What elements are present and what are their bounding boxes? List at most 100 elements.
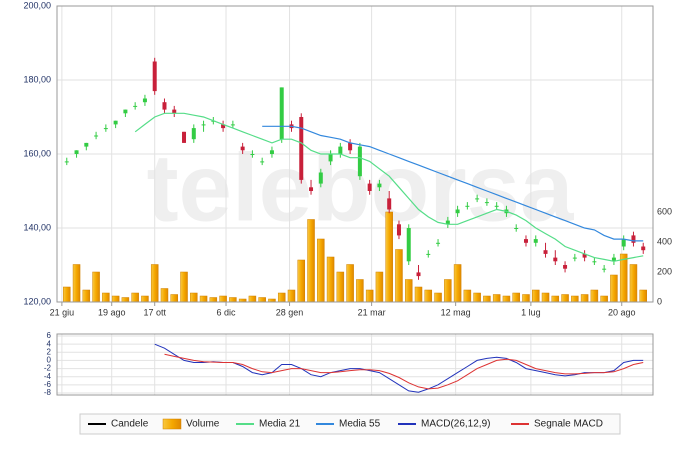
volume-bar (512, 292, 520, 303)
x-tick-label: 21 giu (50, 307, 75, 317)
y-tick-label: -6 (44, 380, 52, 389)
candle-body (152, 61, 157, 92)
candle-body (611, 257, 616, 262)
volume-bar (580, 294, 589, 303)
legend-box (79, 413, 621, 435)
candle-body (328, 154, 333, 162)
volume-bar (63, 286, 71, 303)
volume-bar (219, 295, 227, 303)
line (134, 112, 644, 262)
x-tick-label: 1 lug (521, 307, 541, 317)
volume-bar (141, 295, 149, 303)
volume-bar (639, 289, 647, 303)
volume-bar (590, 289, 599, 303)
volume-bar (307, 219, 315, 303)
legend: Candele Volume Media 21 Media 55 MACD(26,12,… (88, 419, 603, 430)
y-tick-label: 140,00 (23, 222, 51, 232)
y-tick-label: 200,00 (23, 0, 51, 10)
y2-tick-label: 200 (657, 266, 672, 276)
candle-body (191, 128, 196, 140)
volume-bar (317, 238, 325, 303)
x-tick-label: 17 ott (143, 307, 166, 317)
candle-body (182, 131, 187, 143)
candle-body (269, 150, 274, 154)
volume-bar (600, 295, 608, 303)
volume-bar (102, 292, 110, 303)
candle-body (74, 150, 79, 154)
candle-body (465, 205, 470, 207)
volume-bar (160, 288, 169, 303)
y-tick-label: -8 (44, 388, 52, 397)
plot-frame (56, 5, 654, 303)
candle-body (348, 142, 353, 151)
volume-bar (473, 292, 481, 303)
volume-bar (356, 279, 364, 303)
x-tick-label: 20 ago (608, 307, 636, 317)
candle-body (94, 135, 99, 137)
candle-body (533, 239, 538, 243)
candle-body (377, 183, 382, 188)
volume-bar (551, 295, 560, 303)
volume-bar (248, 295, 257, 303)
candle-body (201, 124, 206, 126)
legend-label: Media 21 (259, 419, 301, 430)
candle-body (221, 124, 226, 129)
volume-bar (209, 297, 218, 303)
legend-swatch (162, 418, 182, 430)
candle-body (338, 146, 343, 154)
y-tick-label: 0 (47, 356, 52, 365)
y-tick-label: 120,00 (23, 296, 51, 306)
volume-bar (170, 294, 178, 303)
y-tick-label: 2 (47, 347, 52, 356)
volume-bar (72, 264, 81, 303)
volume-bar (434, 292, 442, 303)
volume-bar (444, 279, 452, 303)
volume-bar (199, 295, 208, 303)
volume-bar (150, 264, 159, 303)
candle-body (240, 146, 245, 151)
candle-body (406, 228, 411, 262)
volume-bar (297, 259, 306, 303)
volume-bar (571, 295, 579, 303)
volume-bar (385, 211, 393, 303)
legend-label: Volume (186, 419, 220, 430)
plot-frame (56, 333, 654, 396)
candle-body (455, 209, 460, 214)
candle-body (494, 205, 499, 207)
volume-bar (346, 264, 354, 303)
candle-body (553, 257, 558, 262)
candle-body (445, 220, 450, 225)
candle-body (621, 239, 626, 247)
volume-bar (277, 292, 286, 303)
y2-tick-label: 400 (657, 236, 672, 246)
candle-body (572, 257, 577, 259)
volume-bar (336, 271, 345, 303)
candle-body (582, 253, 587, 258)
y-tick-label: -4 (44, 372, 52, 381)
candle-body (142, 98, 147, 103)
volume-bar (375, 271, 384, 303)
legend-label: MACD(26,12,9) (421, 419, 490, 430)
x-tick-label: 21 mar (358, 307, 386, 317)
volume-bar (492, 294, 501, 303)
candle-body (436, 242, 441, 244)
candle-body (64, 161, 69, 163)
y-tick-label: 4 (47, 339, 52, 348)
candle-body (641, 246, 646, 251)
candle-body (279, 87, 284, 140)
candle-body (103, 128, 108, 130)
candle-body (543, 250, 548, 254)
y-tick-label: 180,00 (23, 74, 51, 84)
volume-bar (258, 297, 266, 303)
y2-tick-label: 0 (657, 296, 662, 306)
candle-body (426, 253, 431, 255)
y2-tick-label: 600 (657, 206, 672, 216)
volume-bar (522, 294, 530, 303)
candle-body (230, 124, 235, 126)
volume-bar (414, 286, 423, 303)
volume-bar (532, 289, 540, 303)
volume-bar (404, 279, 413, 303)
y-tick-label: 160,00 (23, 148, 51, 158)
